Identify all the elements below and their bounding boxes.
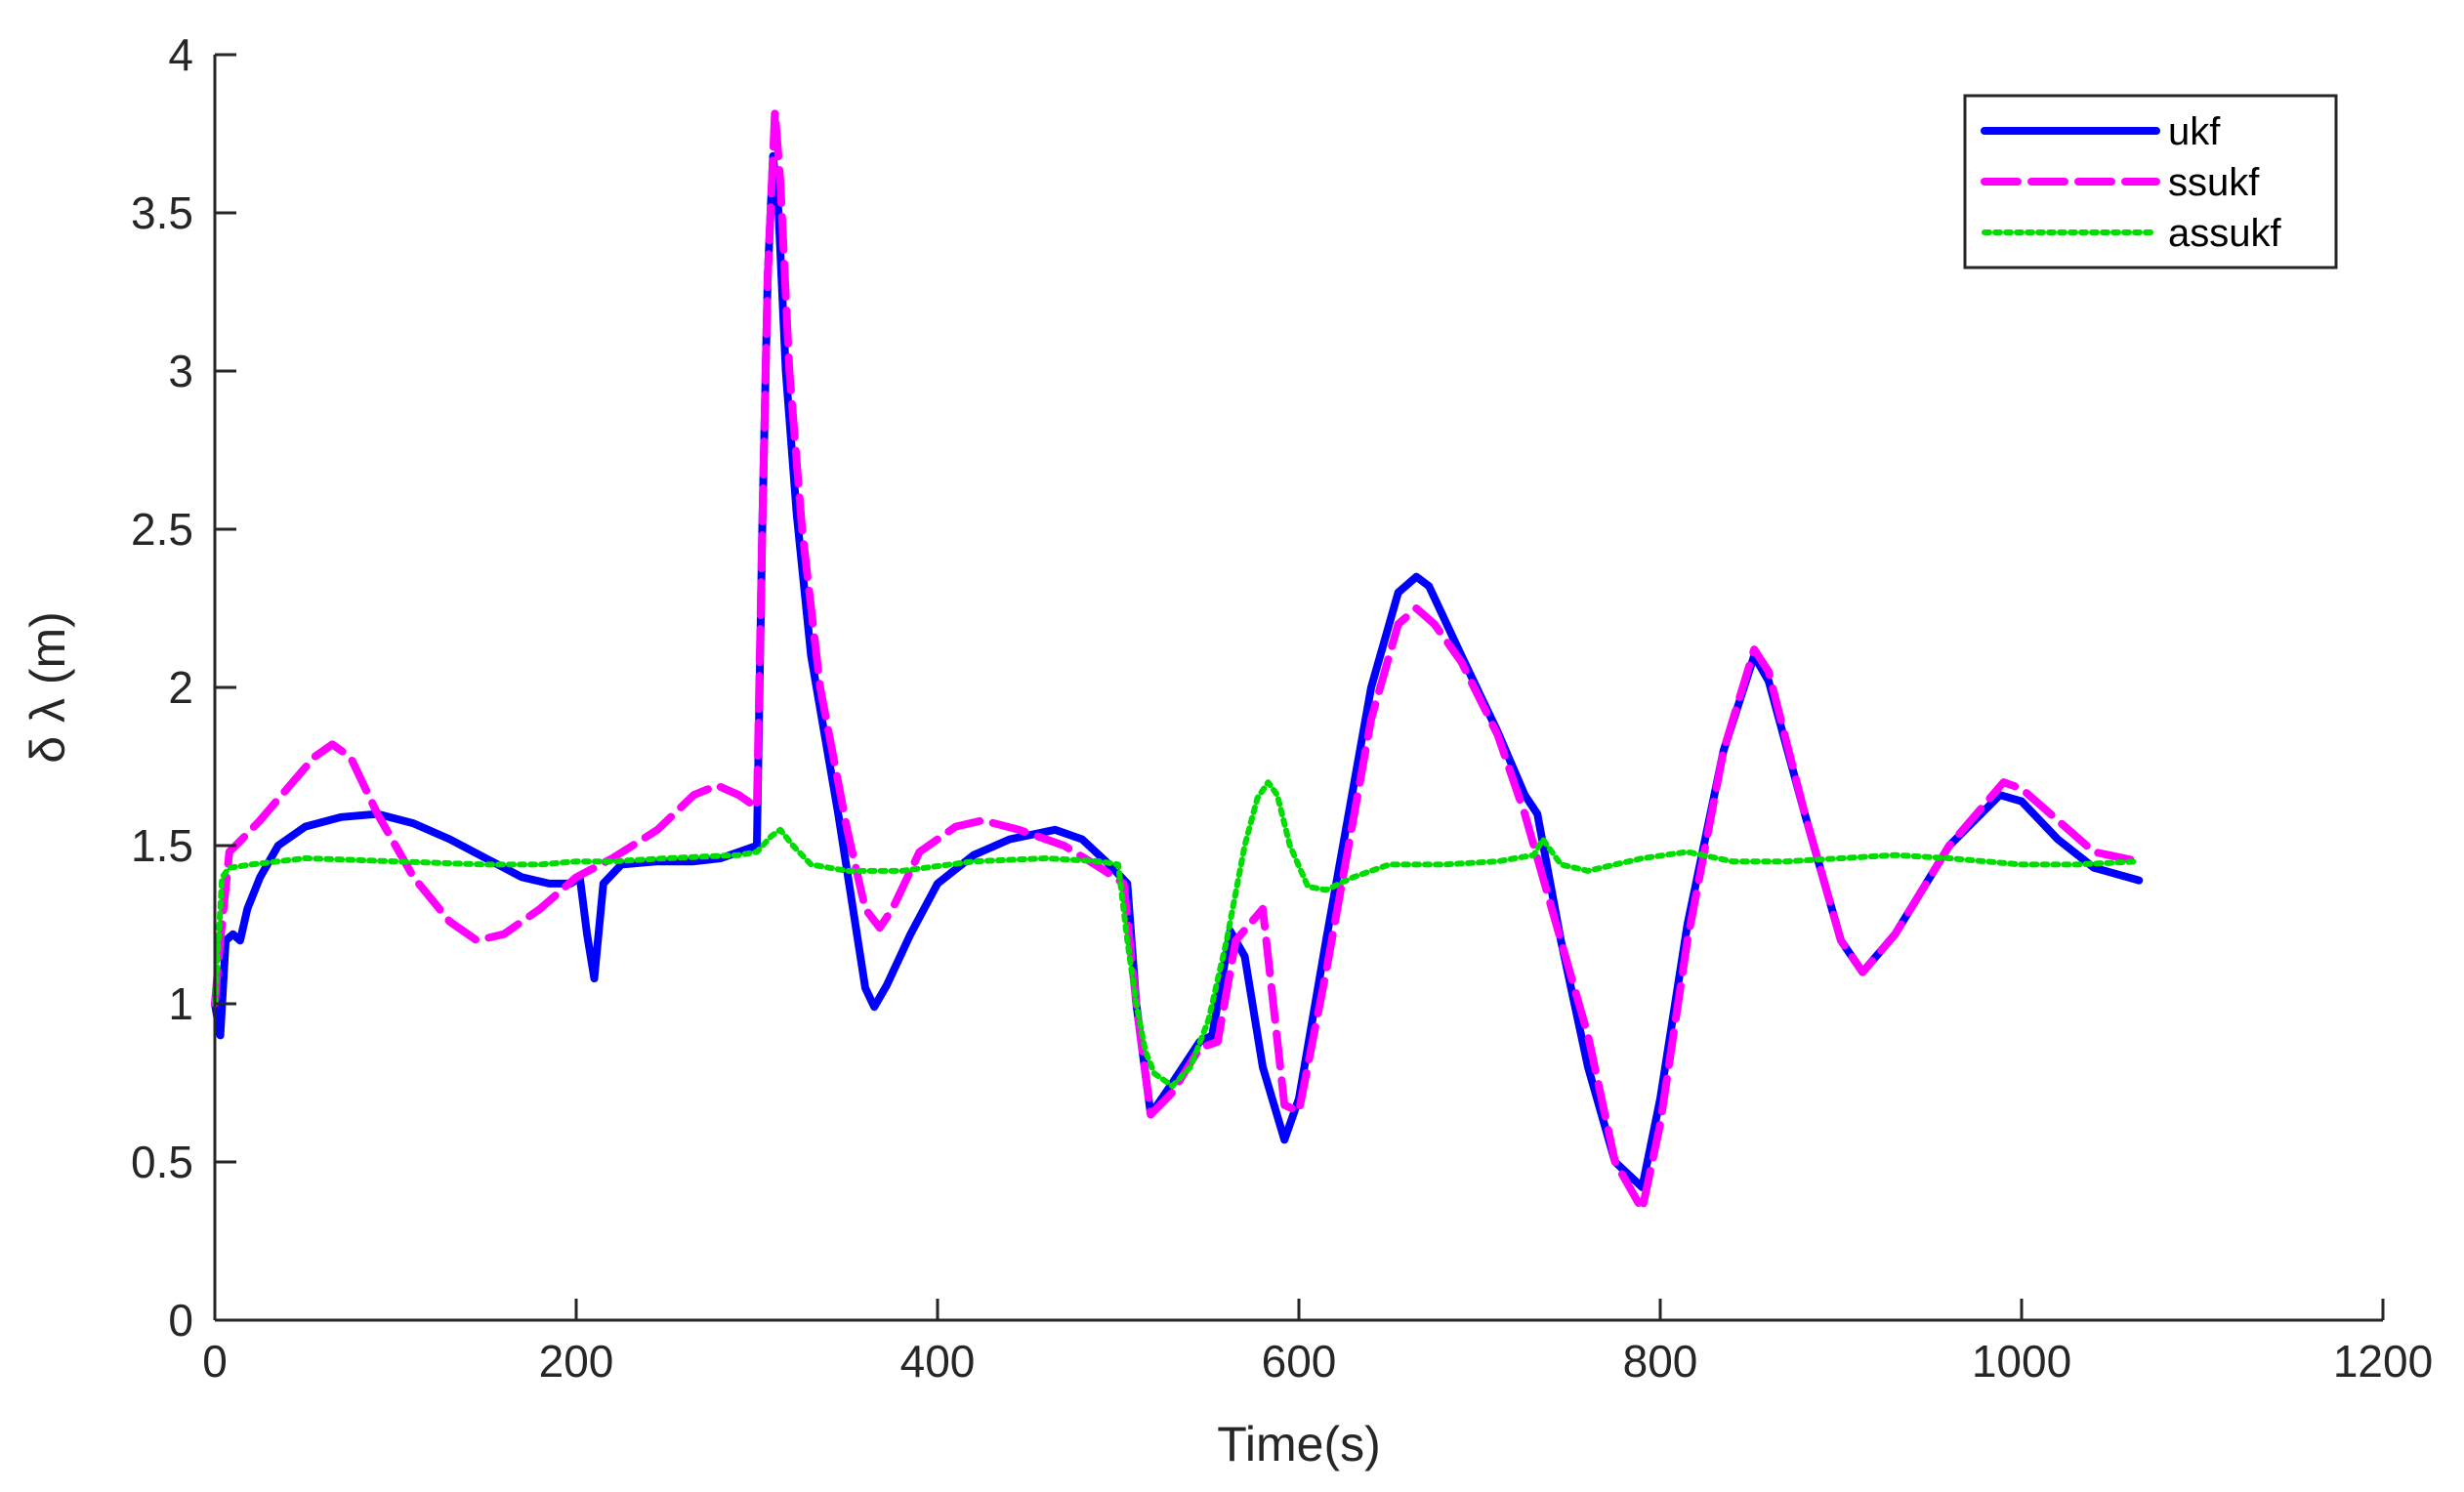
x-axis-title: Time(s) [1217, 1417, 1381, 1471]
series-line-ssukf [211, 107, 2144, 1214]
series-group [211, 107, 2144, 1214]
legend-label-assukf: assukf [2168, 212, 2281, 255]
y-tick-label: 1.5 [131, 820, 193, 871]
x-tick-label: 200 [539, 1336, 614, 1387]
y-tick-label: 0 [168, 1295, 193, 1346]
x-tick-label: 1000 [1972, 1336, 2071, 1387]
series-line-ukf [211, 151, 2144, 1191]
y-tick-label: 3.5 [131, 187, 193, 238]
y-tick-label: 2 [168, 662, 193, 713]
y-tick-label: 4 [168, 29, 193, 80]
x-tick-label: 600 [1262, 1336, 1337, 1387]
x-tick-label: 400 [900, 1336, 976, 1387]
legend: ukf ssukf assukf [1963, 94, 2338, 269]
y-tick-label: 3 [168, 346, 193, 396]
ticks-group: 0 200 400 600 800 1000 1200 0 0.5 1 1.5 2 2.5 3 3.5 4 [131, 29, 2433, 1387]
y-tick-label: 2.5 [131, 504, 193, 555]
legend-label-ukf: ukf [2168, 110, 2221, 153]
series-line-assukf [212, 779, 2143, 1090]
x-tick-label: 800 [1623, 1336, 1698, 1387]
x-tick-label: 1200 [2333, 1336, 2433, 1387]
legend-label-ssukf: ssukf [2168, 161, 2260, 204]
y-tick-label: 0.5 [131, 1137, 193, 1187]
y-axis-title: δ λ (m) [21, 611, 75, 764]
x-tick-label: 0 [202, 1336, 228, 1387]
y-tick-label: 1 [168, 978, 193, 1029]
